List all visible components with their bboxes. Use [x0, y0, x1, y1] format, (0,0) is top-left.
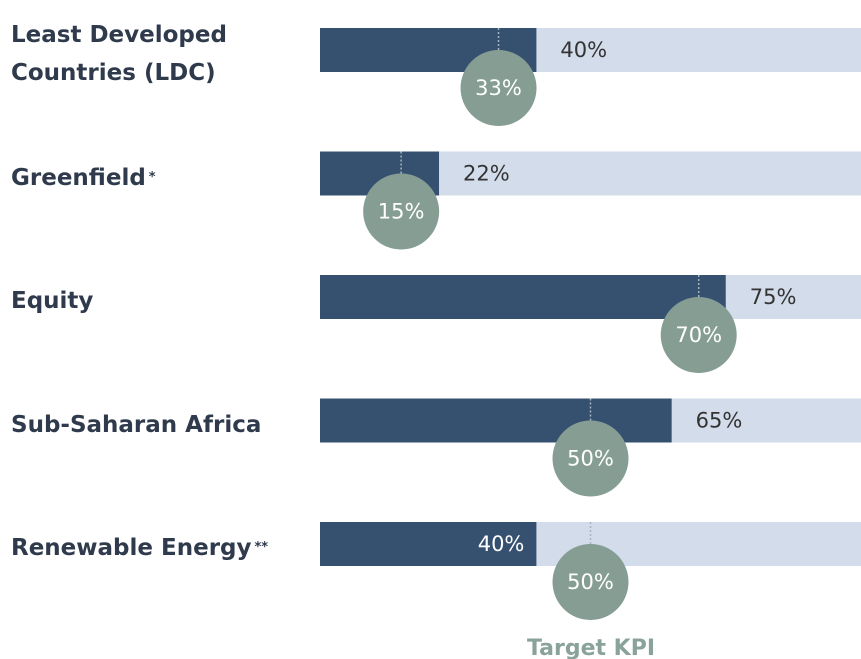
legend-target: Target KPI: [527, 636, 655, 659]
target-marker: [552, 420, 629, 497]
category-text: Sub-Saharan Africa: [11, 411, 262, 438]
bar: [320, 522, 537, 566]
category-text: Equity: [11, 288, 94, 314]
target-label: 50%: [567, 447, 614, 471]
category-label: Equity: [11, 279, 306, 323]
target-label: 33%: [475, 76, 522, 100]
category-text: Least Developed Countries (LDC): [11, 22, 227, 86]
target-label: 15%: [378, 200, 425, 224]
target-marker: [660, 297, 737, 373]
value-label: 22%: [463, 162, 510, 186]
value-label: 40%: [478, 532, 525, 556]
category-label: Least Developed Countries (LDC): [11, 22, 306, 86]
category-label: Sub-Saharan Africa: [11, 403, 306, 447]
category-label: Renewable Energy **: [11, 526, 306, 570]
target-marker: [552, 544, 629, 620]
category-label: Greenfield *: [11, 156, 306, 200]
value-label: 75%: [750, 285, 797, 309]
target-label: 50%: [567, 570, 614, 594]
value-label: 65%: [696, 409, 743, 433]
bar: [320, 275, 726, 319]
category-note: *: [148, 169, 156, 185]
target-marker: [363, 173, 440, 250]
category-text: Renewable Energy: [11, 535, 252, 561]
target-marker: [460, 50, 537, 126]
category-text: Greenfield: [11, 164, 146, 191]
value-label: 40%: [560, 38, 607, 62]
category-note: **: [254, 540, 269, 555]
target-label: 70%: [675, 323, 722, 347]
